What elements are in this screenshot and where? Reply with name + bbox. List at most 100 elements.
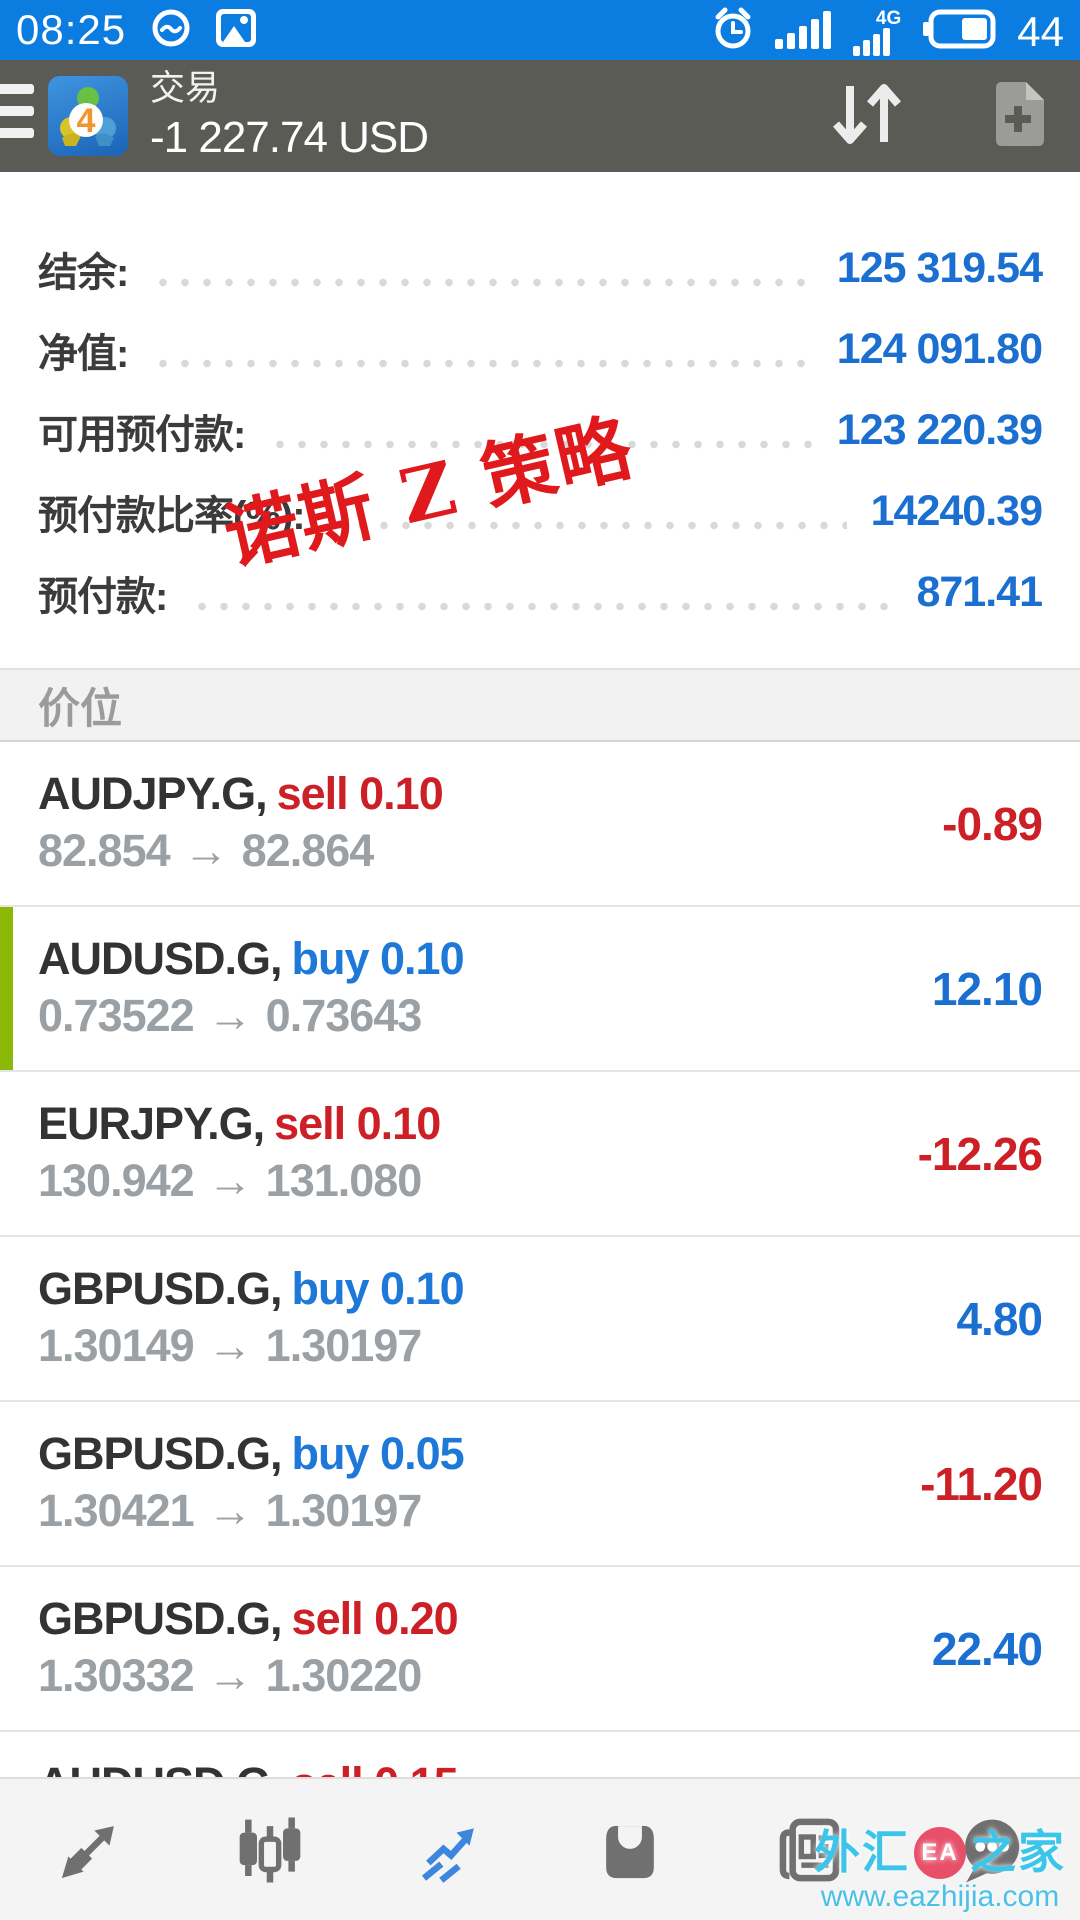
app-header: 4 交易 -1 227.74 USD [0,60,1080,172]
summary-label: 预付款: [38,574,168,619]
summary-value: 14240.39 [870,487,1043,535]
position-profit: -11.20 [920,1457,1043,1510]
position-trade: sell 0.10 [276,768,444,819]
open-price: 1.30149 [38,1320,195,1371]
new-order-icon[interactable] [986,78,1050,155]
quotes-icon[interactable] [35,1795,145,1905]
position-symbol: EURJPY.G, [38,1098,265,1149]
trade-icon[interactable] [395,1795,505,1905]
account-balance-text: -1 227.74 USD [150,113,429,162]
position-symbol: GBPUSD.G, [38,1263,283,1314]
open-price: 82.854 [38,825,171,876]
summary-row-margin-level: 预付款比率(%): 14240.39 [38,471,1043,552]
svg-text:4: 4 [77,102,96,140]
row-accent-stripe [0,742,13,905]
row-accent-stripe [0,1402,13,1565]
current-price: 131.080 [265,1155,423,1206]
battery-icon [921,7,997,56]
dotted-leader [191,602,893,611]
position-profit: -0.89 [942,797,1043,850]
position-symbol: GBPUSD.G, [38,1593,283,1644]
summary-value: 125 319.54 [836,244,1043,292]
position-symbol: AUDJPY.G, [38,768,268,819]
row-accent-stripe [0,1732,13,1777]
summary-row-free-margin: 可用预付款: 123 220.39 [38,390,1043,471]
position-row[interactable]: AUDJPY.G, sell 0.10 82.854 → 82.864 -0.89 [0,742,1080,907]
current-price: 82.864 [241,825,375,876]
current-price: 1.30220 [265,1650,423,1701]
position-profit: 12.10 [931,962,1043,1015]
position-symbol: GBPUSD.G, [38,1428,283,1479]
page-title: 交易 [150,69,221,108]
row-accent-stripe [0,907,13,1070]
summary-label: 结余: [38,250,129,295]
summary-value: 123 220.39 [836,406,1043,454]
summary-value: 124 091.80 [836,325,1043,373]
summary-row-equity: 净值: 124 091.80 [38,309,1043,390]
dotted-leader [328,521,847,530]
position-trade: sell 0.15 [292,1758,459,1777]
current-price: 0.73643 [265,990,423,1041]
position-trade: sell 0.10 [274,1098,441,1149]
status-bar: 08:25 4G 44 [0,0,1080,60]
summary-value: 871.41 [916,568,1043,616]
more-icon[interactable] [935,1795,1045,1905]
dotted-leader [269,440,813,449]
charts-icon[interactable] [215,1795,325,1905]
signal-icon [775,5,833,56]
site-name-right: 之家 [970,1826,1066,1879]
position-trade: buy 0.10 [291,933,465,984]
position-profit: -12.26 [917,1127,1043,1180]
sort-icon[interactable] [824,80,908,153]
site-badge: EA [914,1826,966,1879]
position-row[interactable]: AUDUSD.G, buy 0.10 0.73522 → 0.73643 12.10 [0,907,1080,1072]
network-type-label: 4G [875,7,902,29]
signal-4g-icon: 4G [853,7,902,56]
battery-percent-text: 44 [1017,7,1064,55]
positions-list: AUDJPY.G, sell 0.10 82.854 → 82.864 -0.89 A… [0,742,1080,1777]
positions-section-header: 价位 [0,668,1080,742]
news-icon[interactable] [755,1795,865,1905]
clock-text: 08:25 [16,6,127,53]
open-price: 0.73522 [38,990,195,1041]
position-row[interactable]: GBPUSD.G, sell 0.20 1.30332 → 1.30220 22.40 [0,1567,1080,1732]
mt4-app-icon[interactable]: 4 [48,76,128,156]
account-summary: 结余: 125 319.54 净值: 124 091.80 可用预付款: 123… [0,172,1080,668]
site-name-left: 外汇 [814,1826,910,1879]
menu-icon[interactable] [0,84,34,138]
position-trade: sell 0.20 [291,1593,459,1644]
open-price: 1.30421 [38,1485,195,1536]
arrow-icon: → [207,1485,253,1536]
mailbox-icon[interactable] [575,1795,685,1905]
arrow-icon: → [207,1155,253,1206]
position-symbol: AUDUSD.G, [38,1758,283,1777]
row-accent-stripe [0,1567,13,1730]
summary-label: 净值: [38,331,129,376]
section-title: 价位 [38,684,123,732]
position-row[interactable]: GBPUSD.G, buy 0.05 1.30421 → 1.30197 -11.20 [0,1402,1080,1567]
arrow-icon: → [183,825,229,876]
site-watermark: 外汇 EA 之家 www.eazhijia.com [814,1826,1066,1913]
current-price: 1.30197 [265,1485,423,1536]
open-price: 1.30332 [38,1650,195,1701]
position-profit: 4.80 [956,1292,1043,1345]
position-trade: buy 0.05 [291,1428,465,1479]
dotted-leader [152,278,813,287]
site-url: www.eazhijia.com [820,1879,1060,1913]
position-profit: 22.40 [931,1622,1043,1675]
row-accent-stripe [0,1237,13,1400]
gallery-icon [214,7,258,54]
position-trade: buy 0.10 [291,1263,465,1314]
chat-icon [150,7,192,54]
position-row-partial[interactable]: AUDUSD.G, sell 0.15 [0,1732,1080,1777]
position-symbol: AUDUSD.G, [38,933,283,984]
summary-label: 预付款比率(%): [38,493,306,538]
position-row[interactable]: GBPUSD.G, buy 0.10 1.30149 → 1.30197 4.80 [0,1237,1080,1402]
summary-label: 可用预付款: [38,412,246,457]
current-price: 1.30197 [265,1320,423,1371]
row-accent-stripe [0,1072,13,1235]
arrow-icon: → [207,1650,253,1701]
arrow-icon: → [207,990,253,1041]
bottom-navigation [0,1777,1080,1920]
position-row[interactable]: EURJPY.G, sell 0.10 130.942 → 131.080 -12.2… [0,1072,1080,1237]
